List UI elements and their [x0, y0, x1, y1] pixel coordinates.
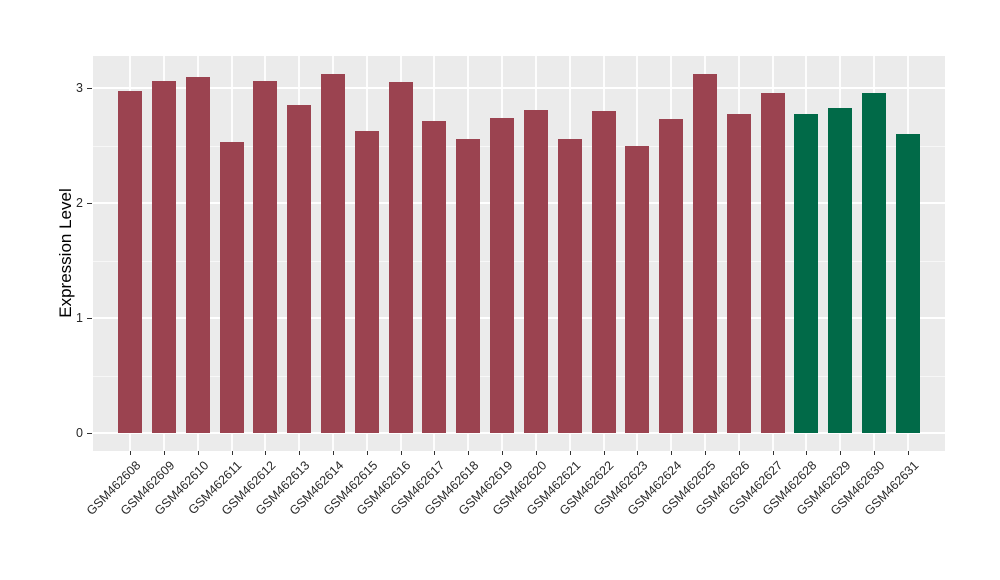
gridline-minor-horizontal [93, 375, 945, 377]
bar-GSM462623 [625, 145, 650, 433]
gridline-major-horizontal [93, 432, 945, 434]
x-tick-mark [535, 451, 537, 455]
bar-GSM462620 [523, 109, 548, 433]
bar-GSM462617 [422, 121, 447, 433]
x-tick-mark [840, 451, 842, 455]
y-tick-mark [87, 88, 92, 89]
x-tick-mark [333, 451, 335, 455]
bar-GSM462611 [219, 142, 244, 433]
plot-panel [93, 56, 945, 451]
bar-GSM462630 [862, 92, 886, 433]
x-tick-mark [806, 451, 808, 455]
bar-GSM462608 [118, 91, 143, 433]
bar-GSM462624 [659, 119, 684, 433]
x-tick-mark [231, 451, 233, 455]
x-tick-mark [738, 451, 740, 455]
x-tick-mark [434, 451, 436, 455]
gridline-major-horizontal [93, 317, 945, 319]
x-tick-mark [671, 451, 673, 455]
x-tick-mark [637, 451, 639, 455]
bar-GSM462613 [287, 105, 312, 433]
gridline-major-horizontal [93, 87, 945, 89]
bar-GSM462618 [456, 138, 481, 433]
gridline-minor-horizontal [93, 145, 945, 147]
bar-GSM462616 [388, 82, 413, 433]
x-tick-mark [569, 451, 571, 455]
bar-GSM462610 [185, 76, 210, 433]
bar-GSM462627 [760, 92, 785, 433]
x-tick-mark [197, 451, 199, 455]
bar-GSM462614 [321, 74, 346, 433]
gridline-minor-horizontal [93, 260, 945, 262]
x-tick-mark [400, 451, 402, 455]
bar-GSM462626 [726, 114, 751, 433]
bar-GSM462621 [557, 138, 582, 433]
y-tick-mark [87, 433, 92, 434]
bar-GSM462622 [591, 111, 616, 433]
bar-GSM462631 [895, 134, 920, 433]
x-tick-mark [366, 451, 368, 455]
x-tick-mark [603, 451, 605, 455]
bar-GSM462609 [152, 81, 176, 433]
bar-GSM462625 [692, 74, 717, 433]
bar-GSM462615 [354, 130, 379, 433]
x-tick-mark [265, 451, 267, 455]
x-tick-mark [130, 451, 132, 455]
y-tick-label: 0 [76, 425, 83, 440]
bar-GSM462612 [253, 81, 278, 433]
x-tick-mark [874, 451, 875, 455]
y-tick-mark [87, 203, 92, 204]
x-tick-mark [907, 451, 909, 455]
x-tick-mark [164, 451, 165, 455]
y-tick-label: 3 [76, 80, 83, 95]
y-tick-label: 2 [76, 195, 83, 210]
bar-GSM462628 [794, 114, 819, 433]
bar-GSM462629 [828, 107, 853, 433]
x-tick-mark [299, 451, 301, 455]
x-tick-mark [772, 451, 774, 455]
gridline-major-horizontal [93, 202, 945, 204]
y-tick-label: 1 [76, 310, 83, 325]
x-tick-mark [704, 451, 706, 455]
y-tick-mark [87, 318, 92, 319]
x-tick-mark [502, 451, 504, 455]
x-tick-mark [468, 451, 470, 455]
bar-GSM462619 [490, 117, 515, 433]
